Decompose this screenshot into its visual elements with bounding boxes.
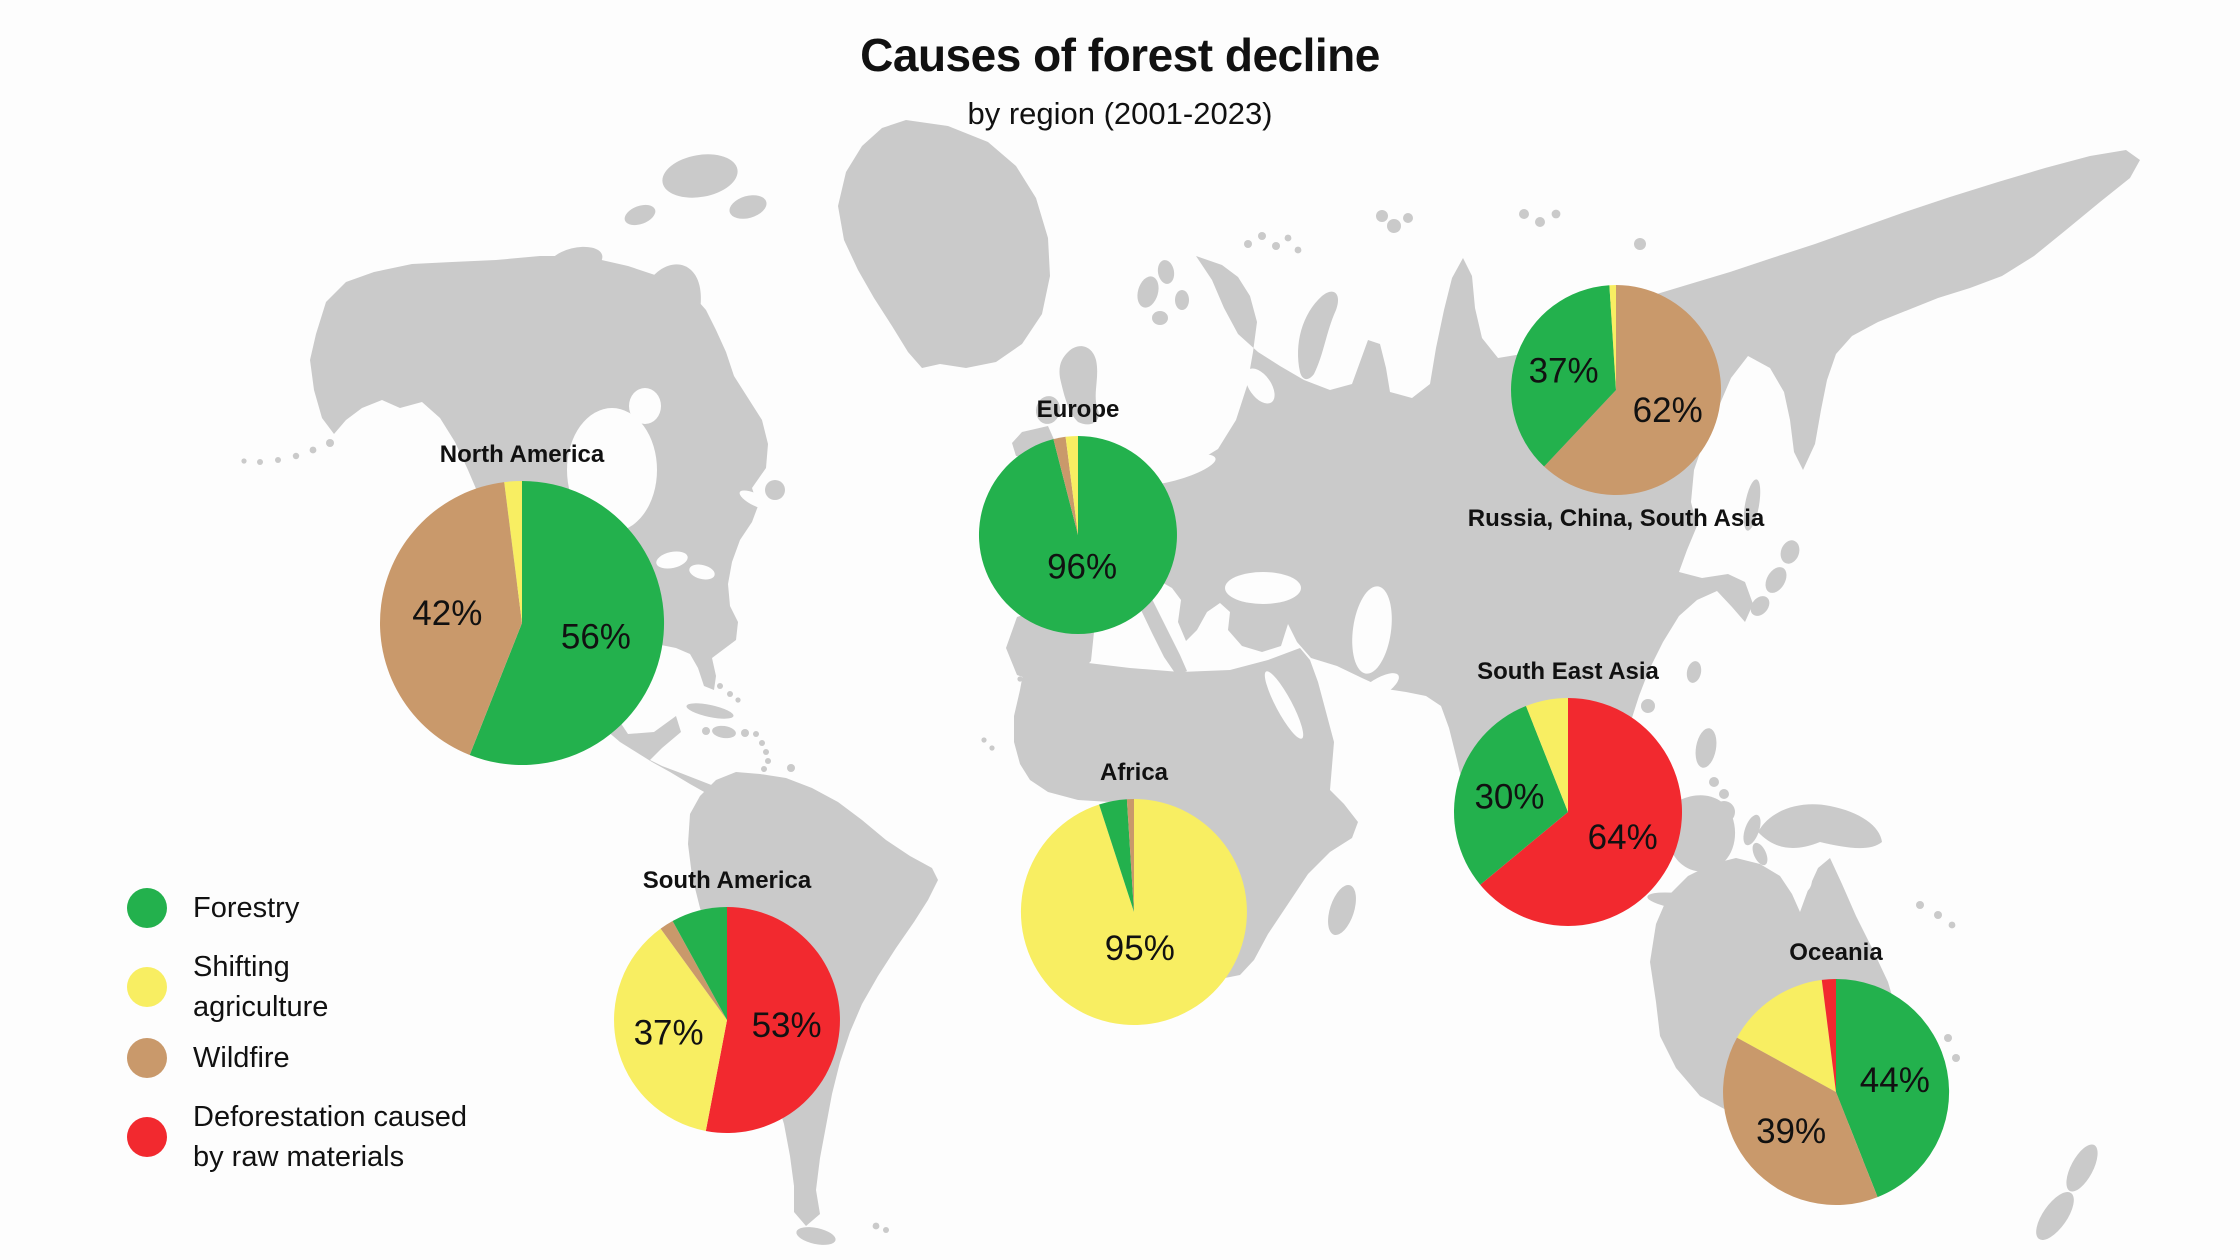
pie-value-label-russia-china-south-asia-forestry: 37% bbox=[1529, 351, 1599, 390]
white-sea bbox=[1245, 368, 1275, 404]
legend-label-shifting: Shifting agriculture bbox=[193, 951, 329, 1023]
gulf-of-carpentaria bbox=[1788, 866, 1812, 894]
pie-slice-south-america-wildfire bbox=[660, 921, 727, 1020]
pie-slice-oceania-shifting bbox=[1737, 979, 1836, 1092]
pie-slice-south-east-asia-forestry bbox=[1453, 706, 1568, 885]
region-label-north-america: North America bbox=[439, 441, 605, 468]
pie-slice-africa-forestry bbox=[1099, 799, 1134, 912]
pie-slice-south-america-shifting bbox=[614, 928, 727, 1131]
pie-value-label-south-east-asia-forestry: 30% bbox=[1474, 777, 1544, 816]
hudson-bay-opening bbox=[629, 388, 661, 424]
legend-item-wildfire: Wildfire bbox=[127, 1038, 290, 1078]
pie-slice-north-america-forestry bbox=[469, 480, 665, 765]
caspian-sea bbox=[1352, 586, 1392, 674]
pie-slice-europe-wildfire bbox=[1053, 436, 1078, 535]
pie-slice-north-america-wildfire bbox=[379, 482, 522, 755]
greenland-landmass bbox=[838, 120, 1050, 368]
gulf-of-st-lawrence bbox=[739, 490, 773, 510]
pie-south-east-asia: 64% 30% bbox=[1453, 697, 1683, 926]
region-label-oceania: Oceania bbox=[1789, 939, 1883, 966]
pie-value-label-south-east-asia-deforestation: 64% bbox=[1588, 818, 1658, 857]
region-label-africa: Africa bbox=[1099, 759, 1169, 786]
pie-africa: 95% bbox=[1020, 798, 1247, 1025]
pie-slice-south-america-deforestation bbox=[705, 907, 840, 1133]
pie-value-label-africa-shifting: 95% bbox=[1105, 929, 1175, 968]
pie-slice-europe-forestry bbox=[978, 436, 1177, 634]
legend-label-deforestation: Deforestation caused by raw materials bbox=[193, 1101, 468, 1173]
east-asia-islands bbox=[1641, 479, 1800, 713]
pie-slice-africa-shifting bbox=[1020, 799, 1247, 1025]
legend-swatch-wildfire bbox=[127, 1038, 167, 1078]
pie-slice-south-america-forestry bbox=[672, 907, 727, 1020]
pie-slice-russia-china-south-asia-wildfire bbox=[1544, 285, 1722, 495]
pie-slice-south-east-asia-deforestation bbox=[1480, 698, 1683, 926]
gulf-of-bothnia bbox=[1189, 361, 1223, 439]
region-label-europe: Europe bbox=[1036, 396, 1120, 423]
ireland-island bbox=[1035, 396, 1061, 424]
pie-slice-oceania-wildfire bbox=[1723, 1037, 1878, 1206]
pie-value-label-oceania-forestry: 44% bbox=[1860, 1061, 1930, 1100]
pie-value-label-south-america-shifting: 37% bbox=[634, 1013, 704, 1052]
legend-label-forestry: Forestry bbox=[193, 892, 300, 924]
caribbean-islands bbox=[686, 683, 795, 772]
arctic-islands-eurasia bbox=[1137, 209, 1646, 380]
pie-value-label-north-america-wildfire: 42% bbox=[412, 594, 482, 633]
pie-slice-europe-shifting bbox=[1065, 436, 1078, 535]
legend-label-wildfire: Wildfire bbox=[193, 1042, 290, 1074]
pie-oceania: 44% 39% bbox=[1723, 979, 1950, 1206]
black-sea bbox=[1225, 572, 1301, 604]
atlantic-islands bbox=[981, 676, 1043, 751]
pie-slice-north-america-shifting bbox=[504, 480, 522, 623]
persian-gulf bbox=[1357, 673, 1399, 703]
pie-slice-oceania-forestry bbox=[1836, 979, 1950, 1198]
legend-item-forestry: Forestry bbox=[127, 888, 299, 928]
legend-swatch-forestry bbox=[127, 888, 167, 928]
pie-europe: 96% bbox=[978, 436, 1177, 634]
legend-item-deforestation: Deforestation caused by raw materials bbox=[127, 1097, 467, 1177]
aleutian-islands bbox=[241, 439, 334, 465]
pie-slice-oceania-deforestation bbox=[1821, 979, 1836, 1092]
pie-value-label-north-america-forestry: 56% bbox=[561, 617, 631, 656]
eurasia-landmass bbox=[1006, 150, 2140, 859]
pie-value-label-europe-forestry: 96% bbox=[1047, 548, 1117, 587]
new-guinea-and-pacific-islands bbox=[1758, 804, 1960, 1062]
pie-slice-russia-china-south-asia-forestry bbox=[1511, 285, 1616, 467]
region-label-south-east-asia: South East Asia bbox=[1477, 658, 1659, 685]
madagascar-island bbox=[1328, 884, 1356, 936]
great-lakes-2 bbox=[689, 564, 715, 580]
region-label-south-america: South America bbox=[642, 867, 812, 894]
page-subtitle: by region (2001-2023) bbox=[967, 96, 1273, 131]
legend-swatch-shifting bbox=[127, 967, 167, 1007]
pie-slice-africa-wildfire bbox=[1126, 798, 1134, 912]
new-zealand-islands bbox=[2036, 1144, 2098, 1240]
region-label-russia-china-south-asia: Russia, China, South Asia bbox=[1467, 505, 1765, 532]
arctic-archipelago bbox=[547, 154, 767, 406]
legend-item-shifting: Shifting agriculture bbox=[127, 947, 328, 1027]
pie-value-label-south-america-deforestation: 53% bbox=[752, 1006, 822, 1045]
pie-slice-south-east-asia-shifting bbox=[1526, 697, 1568, 812]
pie-south-america: 53% 37% bbox=[614, 907, 840, 1133]
pie-slice-russia-china-south-asia-shifting bbox=[1609, 284, 1616, 390]
pie-russia-china-south-asia: 62% 37% bbox=[1511, 284, 1722, 495]
southern-south-america-islands bbox=[796, 1222, 889, 1245]
pie-value-label-russia-china-south-asia-wildfire: 62% bbox=[1633, 391, 1703, 430]
great-britain-island bbox=[1059, 346, 1099, 425]
newfoundland-island bbox=[765, 480, 785, 500]
pie-north-america: 56% 42% bbox=[379, 480, 665, 765]
red-sea bbox=[1264, 671, 1304, 739]
great-lakes bbox=[656, 551, 688, 569]
page-title: Causes of forest decline bbox=[860, 29, 1380, 81]
legend-swatch-deforestation bbox=[127, 1117, 167, 1157]
pie-value-label-oceania-wildfire: 39% bbox=[1756, 1112, 1826, 1151]
